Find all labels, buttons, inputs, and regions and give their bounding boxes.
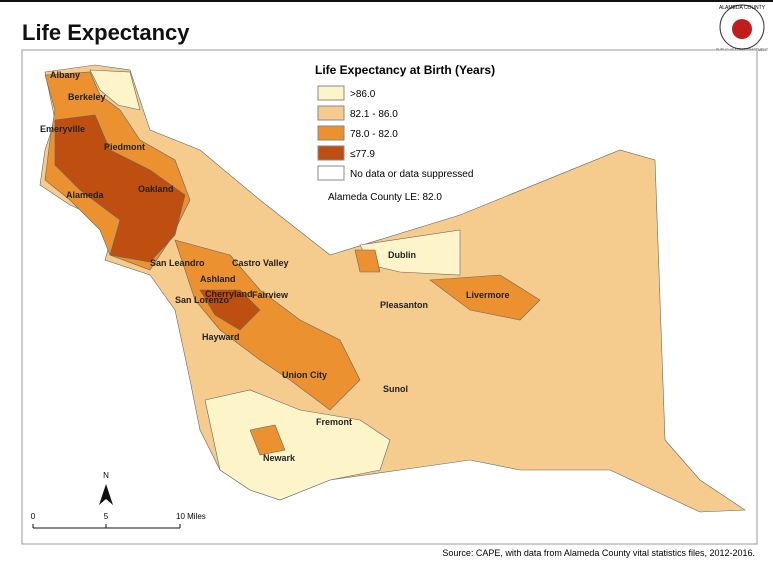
place-label: Sunol	[383, 384, 408, 394]
legend-swatch	[317, 85, 345, 101]
place-label: Berkeley	[68, 92, 106, 102]
place-label: Livermore	[466, 290, 510, 300]
source: Source: CAPE, with data from Alameda Cou…	[442, 548, 755, 558]
places: Albany Berkeley Emeryville Piedmont Oakland A…	[40, 70, 510, 463]
tract	[54, 114, 186, 263]
legend-label: >86.0	[350, 89, 376, 100]
legend-label: ≤77.9	[350, 149, 375, 160]
scale-bar: 0 5 10 Miles	[31, 512, 206, 529]
legend: Life Expectancy at Birth (Years) Alameda…	[315, 63, 495, 203]
place-label: Pleasanton	[380, 300, 428, 310]
legend-note: Alameda County LE: 82.0	[328, 192, 442, 203]
place-label: Dublin	[388, 250, 416, 260]
scale-label: 10 Miles	[176, 512, 206, 521]
title: Life Expectancy	[22, 20, 190, 45]
map	[39, 64, 746, 513]
tract	[174, 239, 361, 411]
scale-label: 5	[104, 512, 109, 521]
place-label: Castro Valley	[232, 258, 289, 268]
north-label: N	[103, 471, 109, 480]
logo: ALAMEDA COUNTY PUBLIC HEALTH DEPARTMENT	[716, 4, 769, 52]
legend-title: Life Expectancy at Birth (Years)	[315, 63, 495, 77]
place-label: Ashland	[200, 274, 236, 284]
place-label: Cherryland	[205, 289, 253, 299]
tract	[204, 389, 391, 501]
place-label: Fairview	[252, 290, 289, 300]
legend-label: 82.1 - 86.0	[350, 109, 398, 120]
tract	[89, 69, 141, 111]
place-label: Fremont	[316, 417, 352, 427]
tract	[249, 424, 286, 456]
legend-label: 78.0 - 82.0	[350, 129, 398, 140]
place-label: San Leandro	[150, 258, 205, 268]
place-label: Hayward	[202, 332, 240, 342]
legend-swatch	[317, 145, 345, 161]
tract	[199, 289, 261, 331]
place-label: San Lorenzo	[175, 295, 230, 305]
tract	[354, 249, 381, 273]
legend-swatch	[317, 165, 345, 181]
scale-label: 0	[31, 512, 36, 521]
logo-text: ALAMEDA COUNTY	[719, 5, 766, 11]
place-label: Piedmont	[104, 142, 145, 152]
legend-label: No data or data suppressed	[350, 169, 473, 180]
north-icon	[99, 484, 113, 505]
logo-mark	[732, 19, 752, 39]
place-label: Alameda	[66, 190, 105, 200]
place-label: Emeryville	[40, 124, 85, 134]
place-label: Newark	[263, 453, 296, 463]
place-label: Oakland	[138, 184, 174, 194]
legend-swatch	[317, 125, 345, 141]
place-label: Albany	[50, 70, 80, 80]
north-arrow: N	[99, 471, 113, 505]
place-label: Union City	[282, 370, 327, 380]
legend-swatch	[317, 105, 345, 121]
tract	[429, 274, 541, 321]
